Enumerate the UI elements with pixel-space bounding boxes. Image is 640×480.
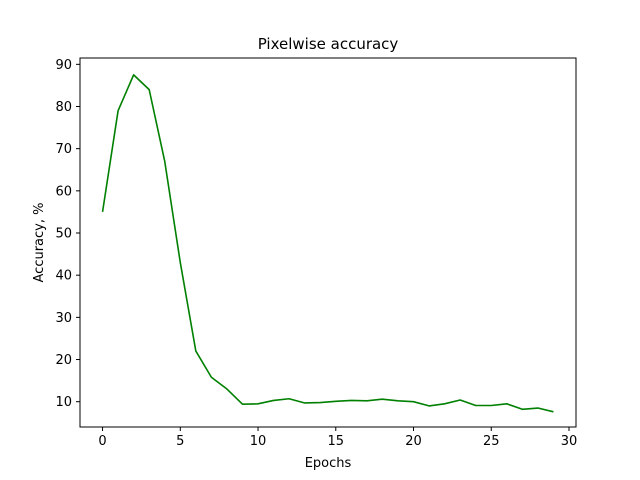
series-line-0 [101,74,554,413]
y-axis-label: Accuracy, % [32,203,47,283]
y-tick-label: 70 [55,142,72,157]
x-tick-label: 5 [176,434,184,449]
chart-title: Pixelwise accuracy [258,35,399,53]
y-axis: 10 20 30 40 50 60 70 80 90 [55,58,80,410]
x-tick-label: 25 [483,434,500,449]
y-tick-label: 30 [55,311,72,326]
y-tick-label: 90 [55,58,72,73]
x-axis-label: Epochs [305,456,352,471]
y-tick-label: 80 [55,100,72,115]
y-tick-label: 20 [55,353,72,368]
y-tick-label: 10 [55,395,72,410]
y-tick-label: 50 [55,227,72,242]
x-tick-label: 0 [98,434,106,449]
plot-area [79,57,577,428]
x-tick-label: 20 [405,434,422,449]
y-tick-label: 40 [55,269,72,284]
series-layer [101,74,554,413]
y-tick-label: 60 [55,184,72,199]
x-tick-label: 30 [561,434,578,449]
x-tick-label: 15 [328,434,345,449]
x-tick-label: 10 [250,434,267,449]
x-axis: 0 5 10 15 20 25 30 [98,427,577,449]
